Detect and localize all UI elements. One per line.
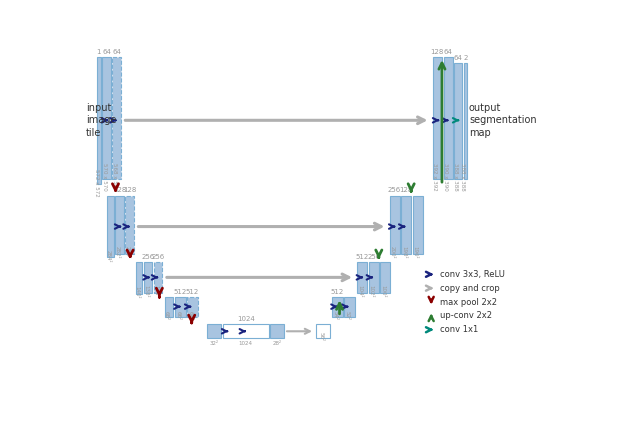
Text: 32²: 32² bbox=[209, 341, 219, 346]
Text: 102²: 102² bbox=[369, 285, 374, 297]
Bar bbox=[444, 57, 452, 179]
Text: input
image
tile: input image tile bbox=[86, 103, 116, 138]
Text: 282²: 282² bbox=[115, 246, 120, 258]
Text: 570 x 570: 570 x 570 bbox=[102, 163, 107, 191]
Text: 392 x 392: 392 x 392 bbox=[433, 163, 437, 191]
Text: 390 x 390: 390 x 390 bbox=[443, 163, 448, 191]
Bar bbox=[463, 63, 467, 179]
Text: 54²: 54² bbox=[332, 311, 337, 320]
Text: 52²: 52² bbox=[344, 311, 349, 320]
Bar bbox=[316, 324, 330, 338]
Text: 572 x 572: 572 x 572 bbox=[94, 169, 99, 196]
Bar bbox=[187, 298, 198, 317]
Text: 198²: 198² bbox=[401, 246, 406, 258]
Text: 2: 2 bbox=[463, 55, 468, 61]
Bar bbox=[433, 57, 442, 179]
Bar bbox=[107, 196, 114, 258]
Text: 128: 128 bbox=[113, 187, 127, 193]
Text: 56²: 56² bbox=[318, 332, 323, 341]
Text: 104²: 104² bbox=[357, 285, 362, 297]
Text: 512: 512 bbox=[331, 289, 344, 295]
Text: 64: 64 bbox=[444, 49, 452, 55]
Text: 256: 256 bbox=[367, 254, 380, 260]
Text: 512: 512 bbox=[186, 289, 199, 295]
Text: 196²: 196² bbox=[413, 246, 418, 258]
Text: 100²: 100² bbox=[380, 285, 385, 297]
Text: 512: 512 bbox=[356, 254, 369, 260]
Bar bbox=[113, 57, 121, 179]
Text: 256: 256 bbox=[152, 254, 165, 260]
Bar bbox=[125, 196, 134, 253]
Text: 64: 64 bbox=[102, 49, 111, 55]
Bar bbox=[401, 196, 411, 253]
Text: 68²: 68² bbox=[164, 311, 169, 320]
Text: 388 x 388: 388 x 388 bbox=[460, 163, 465, 191]
Text: 388 x 388: 388 x 388 bbox=[453, 163, 458, 191]
Text: 1024: 1024 bbox=[239, 341, 253, 346]
Text: 64: 64 bbox=[454, 55, 463, 61]
Bar bbox=[369, 262, 379, 293]
Text: 66²: 66² bbox=[175, 311, 180, 320]
Bar bbox=[97, 57, 101, 184]
Bar bbox=[175, 298, 186, 317]
Text: conv 1x1: conv 1x1 bbox=[440, 325, 478, 334]
Bar bbox=[344, 298, 355, 317]
Bar bbox=[136, 262, 143, 295]
Bar bbox=[207, 324, 221, 338]
Bar bbox=[115, 196, 124, 253]
Text: 140²: 140² bbox=[134, 286, 139, 299]
Text: 128: 128 bbox=[431, 49, 444, 55]
Text: output
segmentation
map: output segmentation map bbox=[469, 103, 536, 138]
Bar bbox=[144, 262, 152, 293]
Bar bbox=[390, 196, 399, 253]
Bar bbox=[380, 262, 390, 293]
Text: 200²: 200² bbox=[390, 246, 395, 258]
Bar bbox=[164, 298, 173, 317]
Text: 138²: 138² bbox=[143, 285, 148, 297]
Bar bbox=[223, 324, 269, 338]
Text: 136²: 136² bbox=[153, 285, 158, 297]
Text: 284²: 284² bbox=[106, 249, 111, 262]
Bar bbox=[332, 298, 342, 317]
Text: 1024: 1024 bbox=[237, 316, 255, 322]
Bar bbox=[154, 262, 163, 293]
Text: 512: 512 bbox=[173, 289, 187, 295]
Bar bbox=[357, 262, 367, 293]
Text: 128: 128 bbox=[123, 187, 136, 193]
Text: conv 3x3, ReLU: conv 3x3, ReLU bbox=[440, 270, 504, 279]
Bar bbox=[454, 63, 462, 179]
Text: 256: 256 bbox=[388, 187, 401, 193]
Text: 64²: 64² bbox=[188, 311, 193, 320]
Text: up-conv 2x2: up-conv 2x2 bbox=[440, 312, 492, 320]
Text: copy and crop: copy and crop bbox=[440, 283, 499, 293]
Bar bbox=[413, 196, 422, 253]
Text: 256: 256 bbox=[141, 254, 155, 260]
Text: 1: 1 bbox=[97, 49, 101, 55]
Text: 28²: 28² bbox=[273, 341, 282, 346]
Bar bbox=[270, 324, 284, 338]
Text: 568 x 568: 568 x 568 bbox=[111, 163, 116, 191]
Text: 64: 64 bbox=[112, 49, 121, 55]
Bar bbox=[102, 57, 111, 179]
Text: 280²: 280² bbox=[125, 246, 130, 258]
Text: 128: 128 bbox=[399, 187, 413, 193]
Text: max pool 2x2: max pool 2x2 bbox=[440, 298, 497, 306]
